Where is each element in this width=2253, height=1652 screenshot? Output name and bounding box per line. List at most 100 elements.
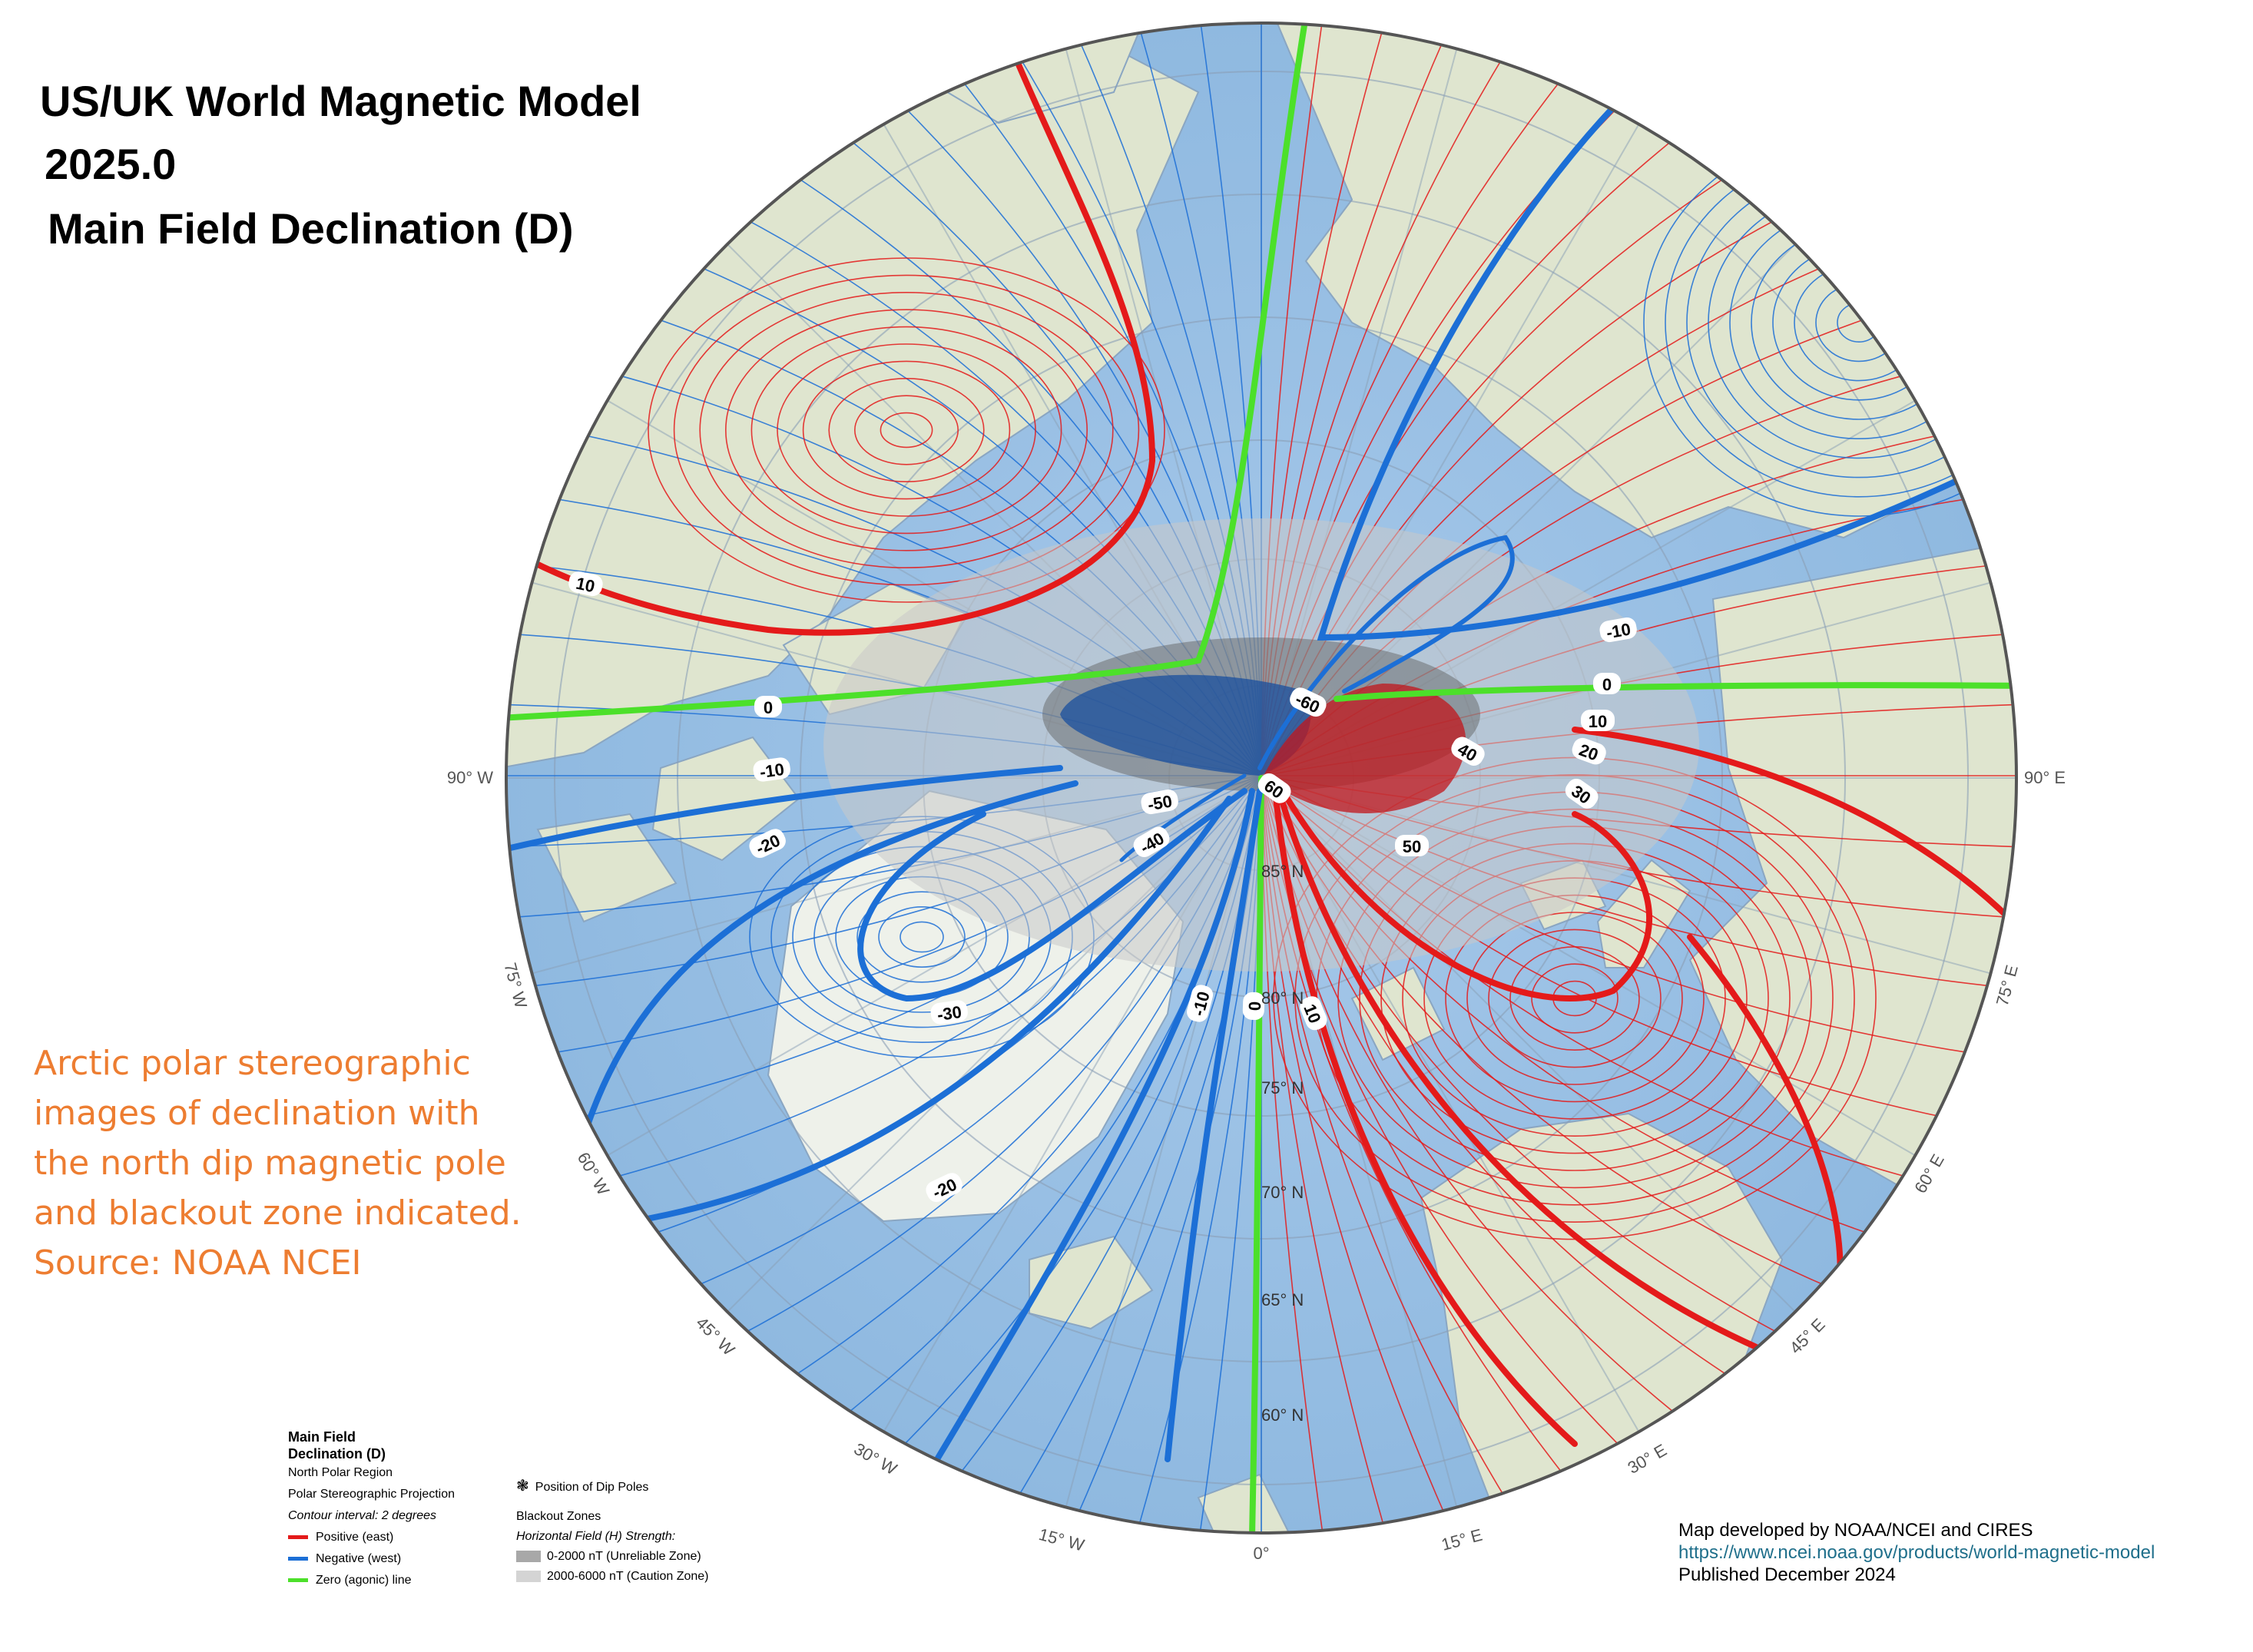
lon-label: 15° E — [1440, 1525, 1485, 1554]
legend-item-agonic: Zero (agonic) line — [288, 1570, 455, 1591]
credits-developer: Map developed by NOAA/NCEI and CIRES — [1678, 1520, 2033, 1541]
caption-line: images of declination with — [34, 1094, 480, 1133]
major-contours — [506, 23, 2016, 1533]
svg-text:10: 10 — [1589, 712, 1607, 731]
svg-text:-30: -30 — [936, 1002, 962, 1025]
contour-10-north — [527, 51, 1156, 636]
lat-label: 75° N — [1261, 1078, 1304, 1097]
caption-line: and blackout zone indicated. — [34, 1193, 522, 1233]
thin-contour-loop — [648, 257, 1165, 603]
lat-label: 80° N — [1261, 988, 1304, 1008]
map-year: 2025.0 — [45, 140, 177, 188]
contour-label: -20 — [749, 829, 786, 859]
unreliable-swatch — [516, 1551, 541, 1563]
legend-interval: Contour interval: 2 degrees — [288, 1509, 436, 1522]
contour-label: -10 — [753, 757, 790, 782]
contour-neg10-south — [1165, 788, 1263, 1462]
svg-text:-10: -10 — [1605, 619, 1632, 642]
contour-20-south — [1276, 788, 1844, 1371]
contour-neg10-west — [506, 765, 1063, 852]
lat-label: 60° N — [1261, 1405, 1304, 1425]
caption-line: Arctic polar stereographic — [34, 1044, 471, 1083]
lon-label: 15° W — [1037, 1525, 1087, 1555]
contour-label: 0 — [1593, 673, 1621, 694]
contour-10-south — [1272, 788, 1578, 1447]
negative-swatch — [288, 1557, 308, 1561]
contour-label: 40 — [1451, 737, 1485, 766]
caption: Arctic polar stereographic images of dec… — [34, 1038, 541, 1288]
map-subtitle: Main Field Declination (D) — [48, 204, 574, 253]
credits-url[interactable]: https://www.ncei.noaa.gov/products/world… — [1678, 1542, 2155, 1563]
blackout-title: Blackout Zones — [516, 1510, 601, 1523]
thin-contour-loop — [854, 395, 959, 465]
contour-neg20-west — [581, 780, 1078, 1140]
thin-contour-loop — [856, 891, 987, 983]
map-border — [505, 22, 2018, 1534]
contour-label: 0 — [1242, 992, 1265, 1020]
dip-pole-icon: ❃ — [516, 1478, 529, 1495]
thin-contour-loop — [724, 309, 1088, 551]
contour-label: 10 — [1581, 710, 1615, 731]
legend-item-positive: Positive (east) — [288, 1527, 455, 1548]
contour-label: -30 — [930, 1000, 968, 1025]
lon-label: 90° W — [447, 768, 493, 787]
latitude-labels: 85° N 80° N 75° N 70° N 65° N 60° N — [1261, 862, 1304, 1425]
thin-contour-loop — [828, 377, 985, 482]
lat-label: 70° N — [1261, 1183, 1304, 1202]
svg-text:0: 0 — [1245, 1001, 1264, 1011]
lon-label: 0° — [1253, 1544, 1269, 1563]
legend-dip-poles: ❃ Position of Dip Poles — [516, 1478, 649, 1495]
thin-contour-loop — [673, 274, 1140, 586]
lon-label: 45° E — [1786, 1315, 1829, 1358]
thin-contour-loop — [878, 906, 966, 968]
credits-published: Published December 2024 — [1678, 1564, 1896, 1585]
contour-neg10-loop — [1257, 535, 1515, 770]
contour-neg10-northeast — [1317, 104, 1970, 641]
svg-text:50: 50 — [1403, 837, 1421, 856]
lat-label: 65° N — [1261, 1290, 1304, 1309]
legend-region: North Polar Region — [288, 1466, 393, 1479]
contour-neg20-southwest — [934, 788, 1255, 1462]
legend-blackout: ❃ Position of Dip Poles Blackout Zones Ho… — [516, 1476, 709, 1587]
thin-contour-loop — [1531, 963, 1619, 1034]
agonic-line-north — [506, 23, 1309, 721]
caution-swatch — [516, 1571, 541, 1583]
svg-text:10: 10 — [575, 574, 597, 597]
contour-neg30 — [857, 788, 1247, 1002]
thin-contour-loop — [750, 326, 1062, 535]
legend-title: Declination (D) — [288, 1446, 386, 1462]
agonic-swatch — [288, 1578, 308, 1583]
thin-contour-loop — [1466, 912, 1683, 1085]
lon-label: 90° E — [2024, 768, 2066, 787]
contour-20-east — [1572, 727, 2016, 925]
agonic-line-east — [1334, 682, 2016, 702]
lon-label: 30° W — [850, 1439, 900, 1479]
thin-contour-loop — [1488, 929, 1662, 1068]
thin-contour-loop — [699, 291, 1114, 568]
lon-label: 45° W — [692, 1313, 738, 1359]
thin-contour-loop — [1509, 946, 1640, 1051]
lon-label: 75° W — [500, 961, 531, 1011]
svg-text:-50: -50 — [1146, 791, 1174, 814]
negative-pole-field — [1060, 674, 1311, 776]
blackout-item-caution: 2000-6000 nT (Caution Zone) — [516, 1567, 709, 1587]
blackout-subtitle: Horizontal Field (H) Strength: — [516, 1530, 676, 1543]
lon-label: 30° E — [1625, 1440, 1670, 1478]
contour-label: 10 — [568, 571, 603, 597]
map-title: US/UK World Magnetic Model — [40, 77, 641, 125]
thin-contour-loop — [880, 412, 933, 449]
legend-item-negative: Negative (west) — [288, 1548, 455, 1570]
svg-text:-10: -10 — [758, 760, 785, 782]
positive-swatch — [288, 1535, 308, 1540]
contour-neg40 — [1119, 773, 1247, 862]
svg-text:0: 0 — [1602, 675, 1612, 694]
lat-label: 85° N — [1261, 862, 1304, 881]
contour-label: -50 — [1141, 789, 1178, 815]
contour-label: 0 — [754, 696, 782, 717]
thin-contour-loop — [777, 343, 1036, 517]
legend: Main Field Declination (D) North Polar R… — [288, 1429, 455, 1591]
caption-line: the north dip magnetic pole — [34, 1144, 506, 1183]
contour-30-south — [1280, 788, 1652, 1001]
contour-label: 50 — [1395, 835, 1429, 856]
